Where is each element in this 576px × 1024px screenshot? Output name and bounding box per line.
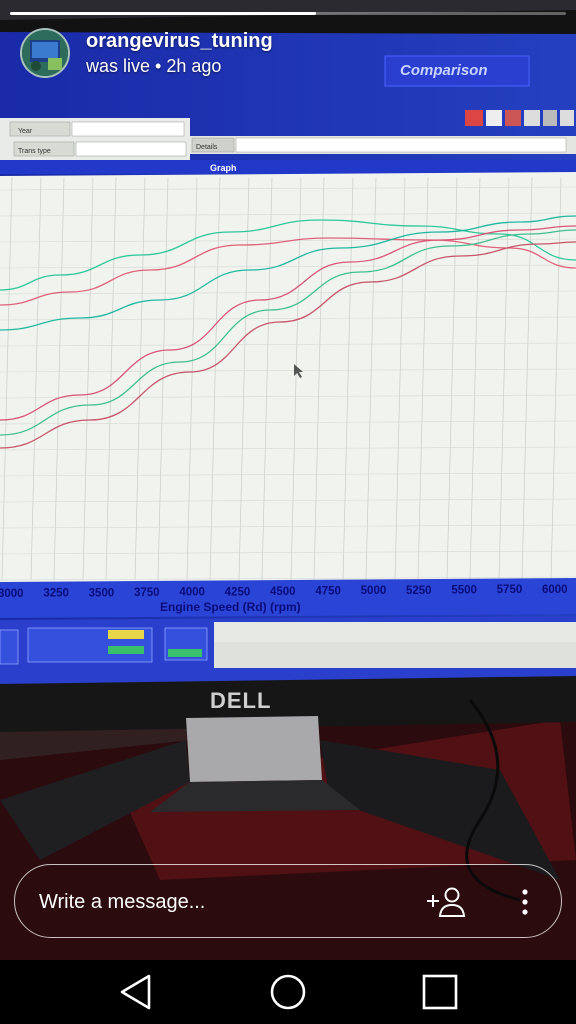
grid-line-horizontal — [0, 524, 576, 529]
more-vertical-icon[interactable] — [515, 887, 535, 917]
x-axis-ticks: 3000 3250 3500 3750 4000 4250 4500 4750 5000 5250… — [0, 584, 568, 600]
grid-line-vertical — [521, 177, 533, 581]
chart-grid — [0, 177, 576, 581]
x-tick-label: 3750 — [134, 587, 160, 599]
avatar-image — [22, 30, 68, 76]
grid-line-vertical — [446, 177, 458, 581]
x-tick-label: 4750 — [315, 586, 341, 598]
field-label-year: Year — [18, 128, 33, 135]
x-tick-label: 5250 — [406, 585, 432, 597]
grid-line-horizontal — [0, 420, 576, 425]
story-username[interactable]: orangevirus_tuning — [86, 30, 273, 52]
grid-line-horizontal — [0, 394, 576, 399]
grid-line-vertical — [105, 177, 117, 581]
series-line — [0, 215, 576, 331]
mouse-cursor-icon — [294, 364, 303, 378]
grid-line-vertical — [394, 177, 406, 581]
story-progress-bar — [10, 12, 566, 15]
message-input[interactable]: Write a message... — [14, 864, 562, 938]
grid-line-horizontal — [0, 368, 576, 373]
recents-icon[interactable] — [415, 970, 465, 1014]
back-icon[interactable] — [112, 970, 162, 1014]
grid-line-vertical — [417, 177, 429, 581]
x-tick-label: 5750 — [497, 584, 523, 596]
add-user-icon[interactable] — [425, 885, 469, 919]
comparison-label: Comparison — [384, 55, 530, 87]
x-tick-label: 5000 — [361, 585, 387, 597]
grid-line-horizontal — [0, 472, 576, 477]
live-status-text: was live • 2h ago — [86, 56, 222, 76]
grid-line-horizontal — [0, 342, 576, 347]
grid-line-vertical — [290, 177, 302, 581]
grid-line-vertical — [1, 177, 13, 581]
grid-line-vertical — [30, 177, 42, 581]
graph-label: Graph — [210, 163, 237, 173]
grid-line-horizontal — [0, 576, 576, 581]
grid-line-vertical — [550, 177, 562, 581]
grid-line-vertical — [186, 177, 198, 581]
x-tick-label: 4250 — [225, 586, 251, 598]
x-tick-label: 6000 — [542, 584, 568, 596]
x-tick-label: 3500 — [89, 587, 115, 599]
series-line — [0, 241, 576, 449]
message-placeholder: Write a message... — [39, 891, 206, 913]
dyno-chart: 3000 3250 3500 3750 4000 4250 4500 4750 5000 5250… — [0, 172, 576, 618]
grid-line-horizontal — [0, 498, 576, 503]
svg-text:Comparison: Comparison — [400, 62, 488, 79]
grid-line-horizontal — [0, 550, 576, 555]
grid-line-vertical — [313, 177, 325, 581]
x-axis-title: Engine Speed (Rd) (rpm) — [160, 600, 301, 614]
x-tick-label: 4000 — [179, 587, 205, 599]
x-tick-label: 5500 — [451, 585, 477, 597]
x-tick-label: 4500 — [270, 586, 296, 598]
avatar[interactable] — [20, 28, 70, 78]
chart-series — [0, 215, 576, 449]
grid-line-vertical — [261, 177, 273, 581]
system-navigation-bar — [0, 960, 576, 1024]
field-label-details: Details — [196, 144, 218, 151]
home-icon[interactable] — [263, 970, 313, 1014]
grid-line-vertical — [53, 177, 65, 581]
grid-line-vertical — [209, 177, 221, 581]
monitor-photo: Comparison Year Trans type Details Graph — [0, 0, 576, 960]
series-line — [0, 237, 576, 306]
grid-line-horizontal — [0, 186, 576, 191]
story-progress-fill — [10, 12, 316, 15]
field-label-trans-type: Trans type — [18, 148, 51, 155]
grid-line-horizontal — [0, 212, 576, 217]
grid-line-horizontal — [0, 290, 576, 295]
series-line — [0, 219, 576, 291]
toolbar-icons — [465, 110, 574, 126]
grid-line-vertical — [82, 177, 94, 581]
grid-line-horizontal — [0, 316, 576, 321]
grid-line-vertical — [342, 177, 354, 581]
x-tick-label: 3000 — [0, 588, 24, 600]
x-tick-label: 3250 — [43, 588, 69, 600]
grid-line-horizontal — [0, 446, 576, 451]
series-line — [0, 229, 576, 436]
grid-line-vertical — [157, 177, 169, 581]
grid-line-vertical — [498, 177, 510, 581]
monitor-brand-logo: DELL — [210, 688, 271, 713]
series-line — [0, 225, 576, 421]
